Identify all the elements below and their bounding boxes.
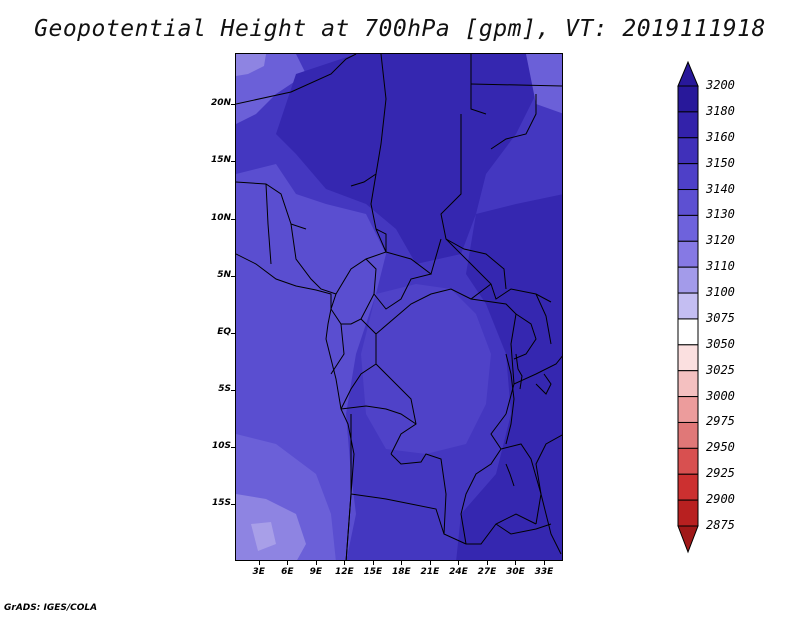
lon-tick <box>401 561 403 565</box>
lat-tick <box>231 275 235 277</box>
map-title: Geopotential Height at 700hPa [gpm], VT:… <box>34 16 766 42</box>
lon-label: 18E <box>392 567 411 577</box>
country-borders <box>236 54 562 560</box>
colorbar-bottom-arrow <box>677 525 699 554</box>
colorbar-label: 3200 <box>706 78 735 92</box>
lon-label: 30E <box>506 567 525 577</box>
colorbar-label: 3050 <box>706 336 735 351</box>
colorbar-label: 2975 <box>706 414 735 429</box>
lon-label: 24E <box>449 567 468 577</box>
colorbar-block <box>677 447 699 475</box>
colorbar-label: 3000 <box>706 388 735 403</box>
colorbar-block <box>677 163 699 191</box>
lon-label: 15E <box>363 567 383 577</box>
colorbar-label: 3160 <box>706 129 735 144</box>
colorbar-block <box>677 214 699 242</box>
field-southwest-palest <box>251 522 276 551</box>
colorbar-block <box>677 370 699 398</box>
lat-label: 10S <box>211 440 231 451</box>
lat-label: 15S <box>211 497 231 508</box>
field-northeast-lighter <box>526 54 562 114</box>
colorbar-block <box>677 240 699 268</box>
colorbar-block <box>677 499 699 527</box>
lon-tick <box>372 561 374 565</box>
colorbar-block <box>677 396 699 423</box>
field-northwest-lighter <box>236 54 306 124</box>
colorbar-label: 3150 <box>706 155 735 170</box>
colorbar-label: 2900 <box>706 492 735 507</box>
lon-tick <box>287 561 289 565</box>
lon-label: 27E <box>477 567 497 577</box>
lon-tick <box>458 561 460 565</box>
colorbar-top-arrow <box>677 60 699 87</box>
colorbar-block <box>677 189 699 216</box>
colorbar-block <box>677 111 699 139</box>
contour-map <box>236 54 562 560</box>
colorbar-block <box>677 473 699 501</box>
lon-tick <box>429 561 431 565</box>
colorbar-block <box>677 266 699 294</box>
lat-label: 15N <box>210 155 231 166</box>
colorbar-block <box>677 292 699 320</box>
colorbar-block <box>677 318 699 346</box>
lon-tick <box>486 561 488 565</box>
lat-label: 10N <box>210 212 231 223</box>
lat-tick <box>231 161 235 163</box>
colorbar-label: 3120 <box>706 233 735 248</box>
lon-label: 3E <box>252 567 265 577</box>
lon-tick <box>543 561 545 565</box>
lat-label: 5S <box>218 383 231 394</box>
lon-label: 21E <box>420 567 440 577</box>
lon-label: 33E <box>534 567 554 577</box>
lat-tick <box>231 332 235 334</box>
colorbar-label: 2875 <box>706 518 735 532</box>
lon-label: 6E <box>281 567 294 577</box>
colorbar-label: 3075 <box>706 310 735 325</box>
lat-tick <box>231 389 235 391</box>
colorbar-label: 3140 <box>706 181 735 196</box>
colorbar-blocks <box>677 85 699 527</box>
colorbar-label: 3180 <box>706 103 735 118</box>
lon-tick <box>258 561 260 565</box>
lon-label: 9E <box>309 567 322 577</box>
lon-tick <box>515 561 517 565</box>
colorbar-block <box>677 344 699 372</box>
colorbar-label: 2950 <box>706 440 735 455</box>
colorbar-label: 3025 <box>706 362 735 377</box>
lat-tick <box>231 503 235 505</box>
colorbar-block <box>677 421 699 449</box>
lon-tick <box>344 561 346 565</box>
colorbar-block <box>677 137 699 165</box>
map-panel <box>235 53 563 561</box>
lat-tick <box>231 446 235 448</box>
lat-label: 5N <box>217 269 231 280</box>
lat-label: EQ <box>217 326 231 337</box>
colorbar-label: 3110 <box>706 259 735 274</box>
lon-tick <box>315 561 317 565</box>
field-northwest-lightest <box>236 54 266 76</box>
lat-tick <box>231 104 235 106</box>
field-east-deep <box>456 194 562 560</box>
lat-tick <box>231 218 235 220</box>
coastline <box>236 253 562 560</box>
lat-label: 20N <box>210 98 231 109</box>
lon-label: 12E <box>334 567 354 577</box>
colorbar-label: 3130 <box>706 207 735 222</box>
colorbar-label: 3100 <box>706 285 735 300</box>
colorbar-label: 2925 <box>706 466 735 481</box>
colorbar-block <box>677 85 699 113</box>
credit-text: GrADS: IGES/COLA <box>4 603 98 613</box>
